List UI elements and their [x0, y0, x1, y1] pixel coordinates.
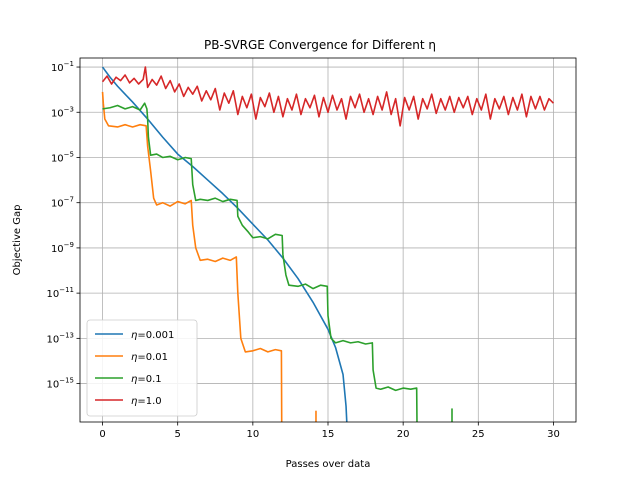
x-tick-label: 20: [397, 429, 410, 440]
y-tick-label: 10−15: [46, 377, 74, 391]
y-axis-ticks: 10−1 10−3 10−5 10−7 10−9 10−11 10−13 10−15: [46, 60, 80, 391]
x-tick-label: 15: [322, 429, 335, 440]
x-tick-label: 0: [99, 429, 105, 440]
legend-box: [86, 319, 198, 417]
legend: η=0.001 η=0.01 η=0.1 η=1.0: [86, 319, 198, 417]
x-axis-ticks: 0 5 10 15 20 25 30: [99, 422, 560, 440]
x-tick-label: 5: [175, 429, 181, 440]
chart-title: PB-SVRGE Convergence for Different η: [204, 38, 436, 52]
x-axis-label: Passes over data: [286, 459, 371, 470]
y-tick-label: 10−9: [51, 241, 74, 255]
y-tick-label: 10−3: [51, 105, 74, 119]
series-line-1: [101, 91, 283, 422]
x-tick-label: 30: [547, 429, 560, 440]
y-tick-label: 10−5: [51, 150, 74, 164]
grid-lines: [80, 58, 576, 422]
series-line-2: [102, 102, 418, 422]
y-tick-label: 10−11: [46, 286, 74, 300]
legend-entry: η=0.001: [131, 330, 174, 341]
legend-entry: η=0.1: [131, 374, 162, 385]
legend-entry: η=0.01: [131, 352, 168, 363]
y-tick-label: 10−13: [46, 331, 74, 345]
x-tick-label: 10: [246, 429, 259, 440]
series-layer: [101, 66, 555, 422]
series-line-3: [101, 66, 555, 127]
x-tick-label: 25: [472, 429, 485, 440]
y-tick-label: 10−1: [51, 60, 74, 74]
y-axis-label: Objective Gap: [12, 205, 23, 276]
legend-entry: η=1.0: [131, 396, 162, 407]
y-tick-label: 10−7: [51, 196, 74, 210]
